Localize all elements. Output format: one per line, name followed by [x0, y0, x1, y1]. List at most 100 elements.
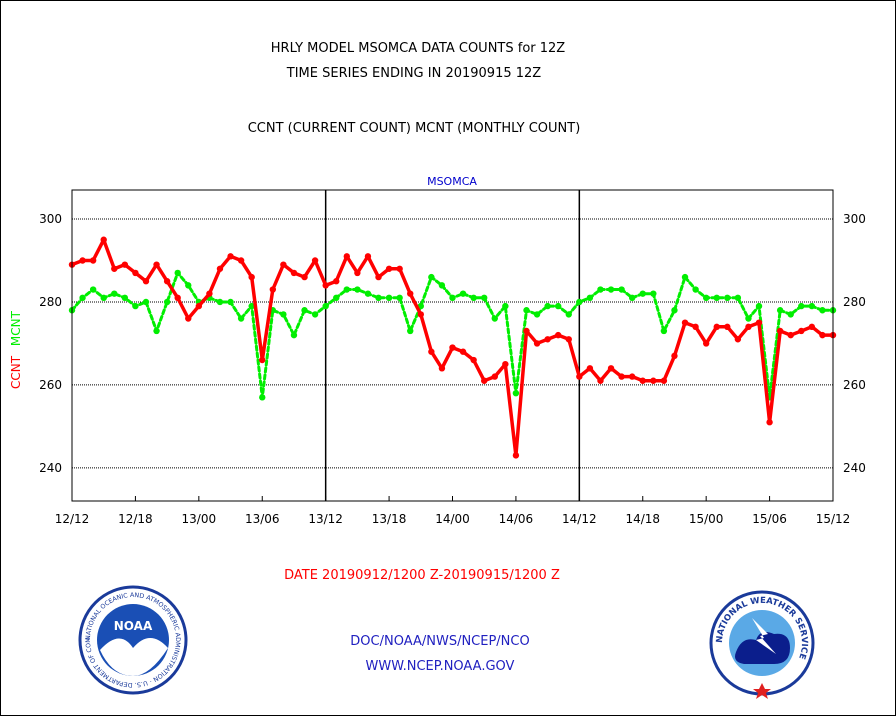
grid-lines — [72, 218, 833, 469]
data-point-mcnt — [100, 294, 107, 302]
data-point-ccnt — [734, 336, 742, 343]
data-point-mcnt — [79, 294, 86, 302]
noaa-logo-text: NOAA — [114, 619, 153, 633]
data-point-ccnt — [819, 331, 826, 339]
data-point-ccnt — [459, 348, 467, 355]
data-point-mcnt — [407, 327, 414, 335]
data-point-mcnt — [660, 327, 668, 335]
chart-title: MSOMCA — [427, 175, 477, 188]
data-point-ccnt — [322, 282, 329, 289]
data-point-mcnt — [776, 307, 784, 314]
data-point-mcnt — [692, 286, 699, 293]
data-point-mcnt — [523, 307, 530, 314]
x-tick-label: 13/12 — [308, 512, 343, 526]
data-point-ccnt — [385, 265, 393, 272]
data-point-mcnt — [554, 302, 562, 310]
y-tick-labels: 240 240 260 260 280 280 300 300 — [39, 212, 866, 475]
data-point-mcnt — [343, 286, 351, 293]
data-point-mcnt — [671, 307, 678, 314]
x-tick-label: 14/00 — [435, 512, 470, 526]
data-point-mcnt — [681, 273, 689, 281]
data-point-ccnt — [681, 319, 689, 326]
data-point-mcnt — [227, 298, 234, 306]
data-point-mcnt — [713, 294, 720, 302]
data-point-ccnt — [248, 273, 255, 281]
data-point-mcnt — [216, 298, 224, 306]
data-point-mcnt — [650, 290, 657, 297]
data-point-mcnt — [724, 294, 731, 302]
data-point-ccnt — [343, 253, 351, 260]
data-point-mcnt — [607, 286, 615, 293]
url-line: WWW.NCEP.NOAA.GOV — [366, 659, 515, 674]
y-tick-label-right: 260 — [843, 378, 866, 392]
data-point-ccnt — [153, 261, 160, 268]
data-point-ccnt — [491, 373, 498, 380]
data-point-ccnt — [174, 294, 181, 302]
y-tick-label-left: 240 — [39, 461, 62, 475]
x-tick-label: 14/06 — [499, 512, 534, 526]
data-point-ccnt — [766, 419, 773, 426]
data-point-mcnt — [438, 282, 446, 289]
data-point-mcnt — [174, 269, 181, 277]
x-tick-label: 13/06 — [245, 512, 280, 526]
data-point-ccnt — [364, 253, 372, 260]
data-point-ccnt — [449, 344, 456, 351]
data-point-mcnt — [533, 311, 541, 318]
data-point-mcnt — [301, 307, 308, 314]
data-point-ccnt — [132, 269, 139, 277]
data-point-ccnt — [142, 278, 150, 285]
data-point-mcnt — [819, 307, 826, 314]
date-range: DATE 20190912/1200 Z-20190915/1200 Z — [284, 568, 560, 583]
x-tick-label: 15/12 — [816, 512, 851, 526]
y-tick-label-left: 300 — [39, 212, 62, 226]
data-point-ccnt — [650, 377, 657, 384]
data-point-mcnt — [375, 294, 382, 302]
data-point-ccnt — [470, 356, 477, 364]
data-point-ccnt — [565, 336, 572, 343]
data-point-ccnt — [227, 253, 234, 260]
data-point-ccnt — [628, 373, 636, 380]
header-line-2: TIME SERIES ENDING IN 20190915 12Z — [286, 66, 542, 81]
data-point-ccnt — [280, 261, 287, 268]
x-tick-label: 12/18 — [118, 512, 153, 526]
data-point-ccnt — [216, 265, 224, 272]
y-tick-label-left: 280 — [39, 295, 62, 309]
data-point-ccnt — [396, 265, 403, 272]
data-point-ccnt — [195, 302, 203, 310]
org-line: DOC/NOAA/NWS/NCEP/NCO — [350, 634, 529, 649]
data-point-mcnt — [354, 286, 361, 293]
data-point-ccnt — [269, 286, 277, 293]
series-mcnt — [68, 269, 837, 401]
data-point-ccnt — [586, 365, 594, 372]
x-tick-label: 13/00 — [182, 512, 217, 526]
data-point-mcnt — [639, 290, 646, 297]
data-point-ccnt — [100, 236, 107, 243]
x-tick-label: 15/00 — [689, 512, 724, 526]
header-line-1: HRLY MODEL MSOMCA DATA COUNTS for 12Z — [271, 41, 566, 56]
data-point-mcnt — [798, 302, 805, 310]
data-point-mcnt — [142, 298, 150, 306]
noaa-ring-text: NATIONAL OCEANIC AND ATMOSPHERIC ADMINIS… — [0, 0, 181, 688]
data-point-mcnt — [311, 311, 319, 318]
data-point-ccnt — [301, 273, 308, 281]
data-point-ccnt — [713, 323, 720, 331]
y-tick-label-right: 240 — [843, 461, 866, 475]
data-point-ccnt — [787, 331, 794, 339]
data-point-mcnt — [280, 311, 287, 318]
data-point-mcnt — [290, 331, 298, 339]
x-tick-label: 14/12 — [562, 512, 597, 526]
data-point-ccnt — [407, 290, 414, 297]
data-point-ccnt — [798, 327, 805, 335]
data-point-mcnt — [481, 294, 488, 302]
data-point-ccnt — [533, 340, 541, 347]
data-point-mcnt — [586, 294, 594, 302]
data-point-ccnt — [89, 257, 97, 264]
data-point-ccnt — [417, 311, 424, 318]
header-line-3: CCNT (CURRENT COUNT) MCNT (MONTHLY COUNT… — [248, 121, 581, 136]
data-point-mcnt — [734, 294, 742, 302]
data-point-mcnt — [502, 302, 509, 310]
data-point-ccnt — [671, 352, 678, 360]
data-point-mcnt — [702, 294, 710, 302]
data-point-mcnt — [449, 294, 456, 302]
